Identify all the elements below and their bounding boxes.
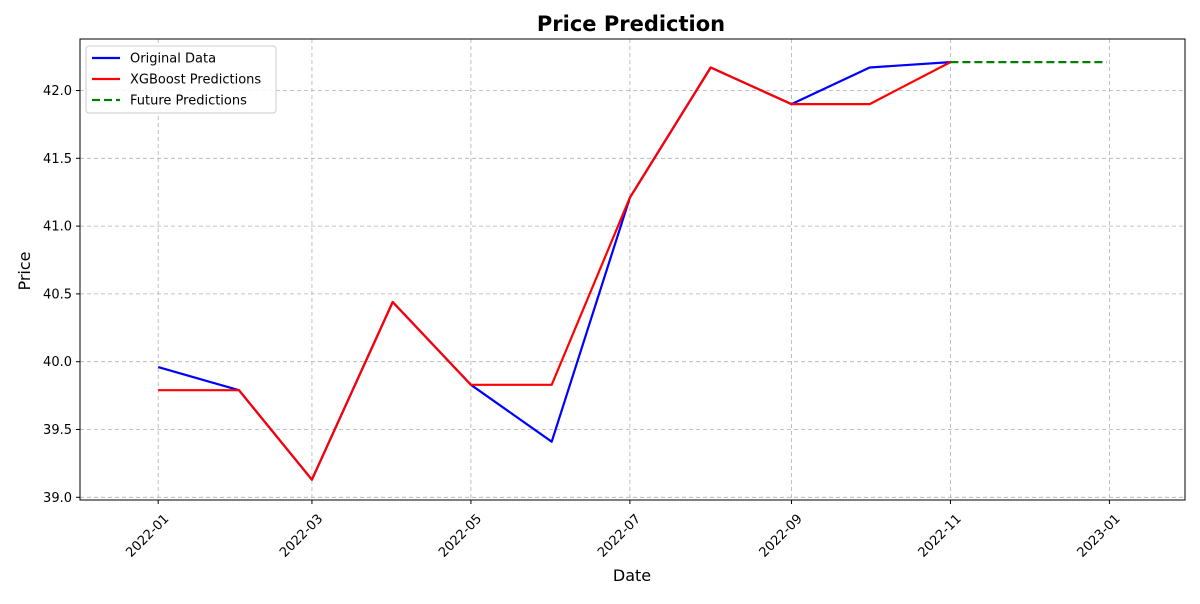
x-tick-label: 2022-05	[436, 512, 485, 561]
x-tick-label: 2022-03	[277, 512, 326, 561]
y-tick-label: 39.0	[43, 491, 72, 506]
chart-title: Price Prediction	[537, 12, 725, 36]
x-tick-label: 2022-11	[916, 512, 965, 561]
x-tick-label: 2023-01	[1075, 512, 1124, 561]
series-lines	[157, 60, 1107, 481]
x-tick-label: 2022-09	[757, 512, 806, 561]
y-tick-label: 39.5	[43, 423, 72, 438]
plot-frame	[79, 38, 1186, 501]
y-tick-label: 42.0	[43, 84, 72, 99]
y-axis-label: Price	[15, 251, 34, 290]
legend-label: Future Predictions	[130, 94, 247, 109]
series-line-original-data	[157, 61, 951, 481]
y-tick-label: 40.0	[43, 355, 72, 370]
legend-label: Original Data	[130, 52, 216, 67]
x-axis-label: Date	[613, 566, 651, 585]
series-line-xgboost-predictions	[158, 61, 951, 481]
x-tick-label: 2022-07	[595, 512, 644, 561]
legend-box	[85, 45, 277, 114]
axis-ticks: 2022-01 2022-03 2022-05 2022-07 2022-09 2022-…	[43, 84, 1124, 561]
x-tick-label: 2022-01	[123, 512, 172, 561]
y-tick-label: 41.5	[43, 152, 72, 167]
y-tick-label: 41.0	[43, 220, 72, 235]
legend: Original Data XGBoost Predictions Future P…	[85, 45, 277, 114]
y-tick-label: 40.5	[43, 287, 72, 302]
legend-label: XGBoost Predictions	[130, 73, 261, 88]
